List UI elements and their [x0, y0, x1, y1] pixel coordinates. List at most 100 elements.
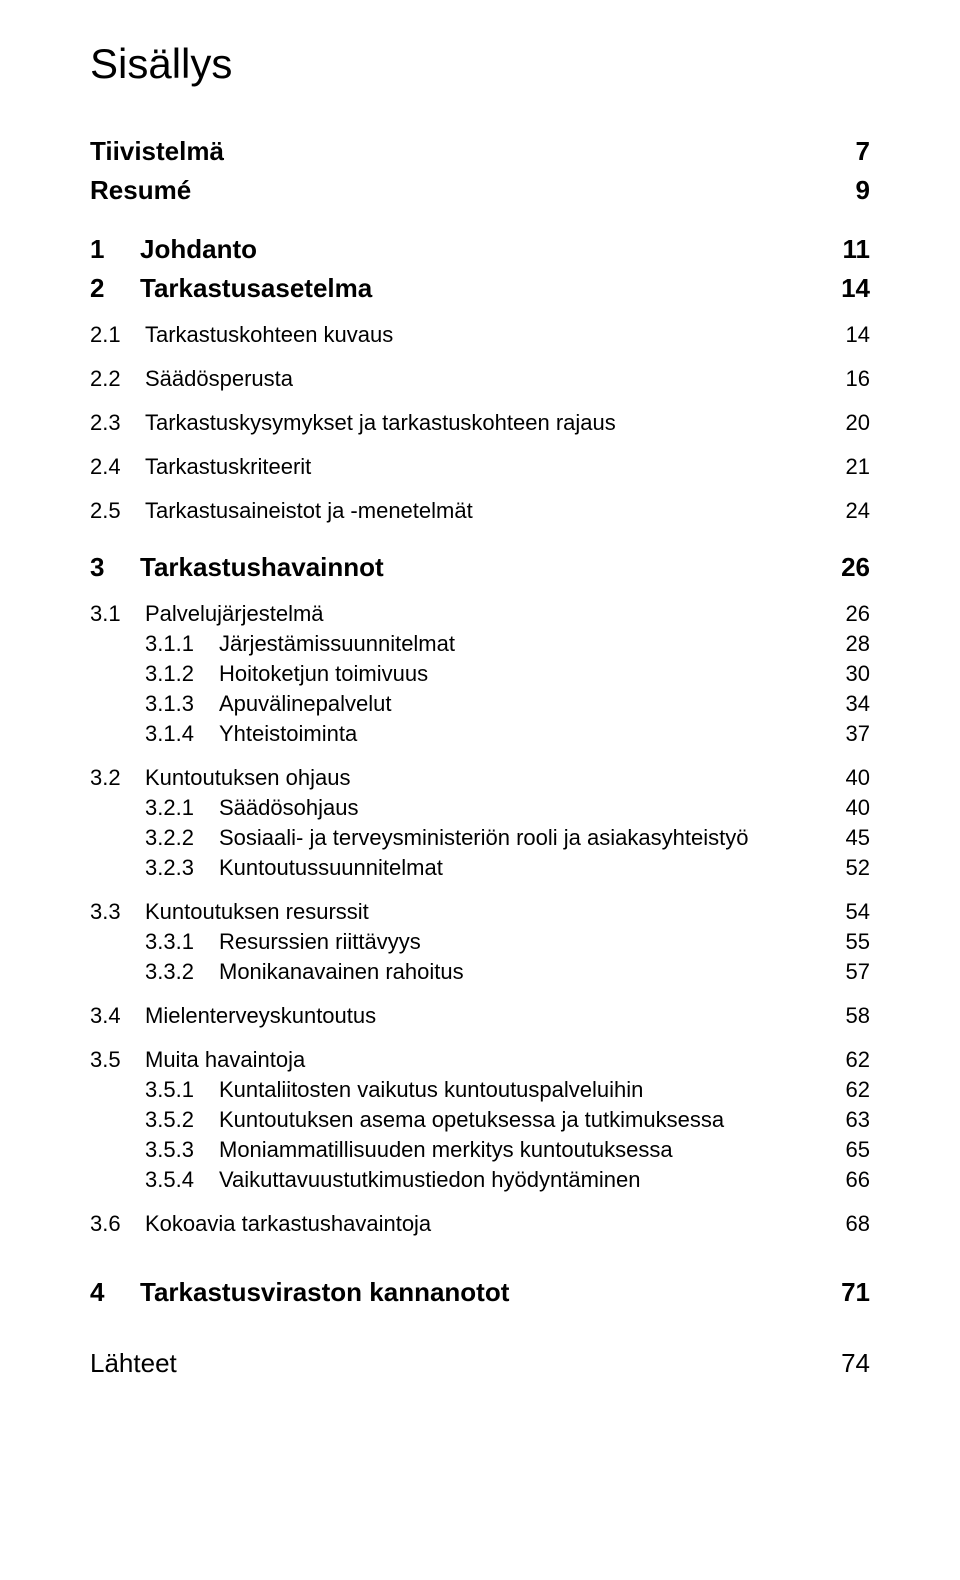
toc-front-entry: Resumé9	[90, 175, 870, 206]
toc-entry-label: 3.3Kuntoutuksen resurssit	[90, 899, 834, 925]
toc-entry-label: 2.5Tarkastusaineistot ja -menetelmät	[90, 498, 834, 524]
toc-entry-number: 3.4	[90, 1003, 145, 1029]
toc-entry-number: 2.1	[90, 322, 145, 348]
document-title: Sisällys	[90, 40, 870, 88]
toc-entry-text: Tarkastushavainnot	[140, 552, 384, 582]
toc-entry-page: 57	[834, 959, 870, 985]
toc-entry-label: 3.1Palvelujärjestelmä	[90, 601, 834, 627]
toc-entry-number: 2.2	[90, 366, 145, 392]
toc-entry-label: 3.1.3Apuvälinepalvelut	[90, 691, 834, 717]
toc-entry-number: 3.1.2	[145, 661, 219, 687]
toc-entry-text: Tarkastusasetelma	[140, 273, 372, 303]
toc-entry-page: 26	[829, 552, 870, 583]
toc-entry-page: 62	[834, 1047, 870, 1073]
toc-entry-text: Tarkastuskriteerit	[145, 454, 311, 479]
toc-entry-label: 3.5.3Moniammatillisuuden merkitys kuntou…	[90, 1137, 834, 1163]
toc-entry-label: 3.2.1Säädösohjaus	[90, 795, 834, 821]
toc-entry-number: 3.5.2	[145, 1107, 219, 1133]
toc-section-entry: 3.5Muita havaintoja62	[90, 1047, 870, 1073]
toc-subsection-entry: 3.5.2Kuntoutuksen asema opetuksessa ja t…	[90, 1107, 870, 1133]
toc-entry-text: Kokoavia tarkastushavaintoja	[145, 1211, 431, 1236]
toc-entry-text: Kuntoutussuunnitelmat	[219, 855, 443, 880]
toc-subsection-entry: 3.2.1Säädösohjaus40	[90, 795, 870, 821]
toc-entry-number: 3.2.2	[145, 825, 219, 851]
toc-entry-label: 3Tarkastushavainnot	[90, 552, 829, 583]
toc-entry-number: 2	[90, 273, 140, 304]
toc-subsection-entry: 3.3.1Resurssien riittävyys55	[90, 929, 870, 955]
toc-entry-number: 3.5.4	[145, 1167, 219, 1193]
toc-entry-number: 3.1.1	[145, 631, 219, 657]
toc-subsection-entry: 3.1.2Hoitoketjun toimivuus30	[90, 661, 870, 687]
toc-entry-number: 3.6	[90, 1211, 145, 1237]
toc-entry-page: 24	[834, 498, 870, 524]
toc-entry-label: 3.2.2Sosiaali- ja terveysministeriön roo…	[90, 825, 834, 851]
toc-entry-page: 52	[834, 855, 870, 881]
toc-subsection-entry: 3.2.3Kuntoutussuunnitelmat52	[90, 855, 870, 881]
toc-entry-text: Tarkastuskysymykset ja tarkastuskohteen …	[145, 410, 616, 435]
toc-entry-text: Mielenterveyskuntoutus	[145, 1003, 376, 1028]
toc-entry-number: 3.3	[90, 899, 145, 925]
toc-entry-page: 65	[834, 1137, 870, 1163]
toc-entry-number: 3.1.3	[145, 691, 219, 717]
toc-section-entry: 3.2Kuntoutuksen ohjaus40	[90, 765, 870, 791]
toc-entry-number: 2.3	[90, 410, 145, 436]
toc-subsection-entry: 3.3.2Monikanavainen rahoitus57	[90, 959, 870, 985]
toc-entry-label: 2Tarkastusasetelma	[90, 273, 829, 304]
toc-entry-text: Monikanavainen rahoitus	[219, 959, 464, 984]
toc-entry-number: 3.2.3	[145, 855, 219, 881]
toc-entry-label: 3.3.1Resurssien riittävyys	[90, 929, 834, 955]
toc-entry-label: 3.5Muita havaintoja	[90, 1047, 834, 1073]
toc-entry-text: Yhteistoiminta	[219, 721, 357, 746]
toc-subsection-entry: 3.1.3Apuvälinepalvelut34	[90, 691, 870, 717]
toc-subsection-entry: 3.5.1Kuntaliitosten vaikutus kuntoutuspa…	[90, 1077, 870, 1103]
toc-entry-number: 3.5.1	[145, 1077, 219, 1103]
toc-entry-page: 20	[834, 410, 870, 436]
toc-entry-page: 66	[834, 1167, 870, 1193]
toc-entry-label: 3.3.2Monikanavainen rahoitus	[90, 959, 834, 985]
toc-entry-page: 7	[844, 136, 870, 167]
toc-entry-text: Tarkastusviraston kannanotot	[140, 1277, 509, 1307]
toc-entry-label: Resumé	[90, 175, 844, 206]
toc-entry-page: 28	[834, 631, 870, 657]
toc-entry-page: 34	[834, 691, 870, 717]
toc-entry-number: 3	[90, 552, 140, 583]
toc-entry-label: 4Tarkastusviraston kannanotot	[90, 1277, 829, 1308]
toc-entry-number: 1	[90, 234, 140, 265]
toc-section-entry: 3.4Mielenterveyskuntoutus 58	[90, 1003, 870, 1029]
toc-entry-label: 3.1.1Järjestämissuunnitelmat	[90, 631, 834, 657]
toc-entry-page: 16	[834, 366, 870, 392]
toc-chapter-entry: 1Johdanto 11	[90, 234, 870, 265]
toc-section-entry: 2.3Tarkastuskysymykset ja tarkastuskohte…	[90, 410, 870, 436]
toc-entry-text: Muita havaintoja	[145, 1047, 305, 1072]
toc-entry-page: 11	[831, 234, 871, 265]
toc-back-entry: Lähteet74	[90, 1348, 870, 1379]
toc-entry-number: 4	[90, 1277, 140, 1308]
toc-entry-number: 3.5	[90, 1047, 145, 1073]
toc-entry-label: 3.2.3Kuntoutussuunnitelmat	[90, 855, 834, 881]
toc-entry-label: Tiivistelmä	[90, 136, 844, 167]
toc-entry-number: 2.5	[90, 498, 145, 524]
toc-entry-number: 3.3.1	[145, 929, 219, 955]
toc-front-entry: Tiivistelmä7	[90, 136, 870, 167]
toc-entry-text: Johdanto	[140, 234, 257, 264]
toc-entry-label: 3.6Kokoavia tarkastushavaintoja	[90, 1211, 834, 1237]
toc-entry-label: 3.1.2Hoitoketjun toimivuus	[90, 661, 834, 687]
toc-entry-number: 3.5.3	[145, 1137, 219, 1163]
toc-entry-text: Kuntoutuksen ohjaus	[145, 765, 351, 790]
toc-entry-page: 40	[834, 765, 870, 791]
toc-entry-label: Lähteet	[90, 1348, 829, 1379]
toc-subsection-entry: 3.5.3Moniammatillisuuden merkitys kuntou…	[90, 1137, 870, 1163]
toc-chapter-entry: 2Tarkastusasetelma14	[90, 273, 870, 304]
table-of-contents: Tiivistelmä7Resumé91Johdanto112Tarkastus…	[90, 136, 870, 1379]
toc-entry-number: 3.1.4	[145, 721, 219, 747]
toc-chapter-entry: 4Tarkastusviraston kannanotot71	[90, 1277, 870, 1308]
toc-section-entry: 3.1Palvelujärjestelmä26	[90, 601, 870, 627]
toc-entry-text: Vaikuttavuustutkimustiedon hyödyntäminen	[219, 1167, 641, 1192]
toc-entry-page: 37	[834, 721, 870, 747]
toc-entry-page: 68	[834, 1211, 870, 1237]
toc-entry-label: 3.5.1Kuntaliitosten vaikutus kuntoutuspa…	[90, 1077, 834, 1103]
toc-entry-page: 58	[834, 1003, 870, 1029]
toc-entry-text: Säädösperusta	[145, 366, 293, 391]
toc-entry-label: 2.4Tarkastuskriteerit	[90, 454, 834, 480]
toc-entry-text: Kuntoutuksen asema opetuksessa ja tutkim…	[219, 1107, 724, 1132]
